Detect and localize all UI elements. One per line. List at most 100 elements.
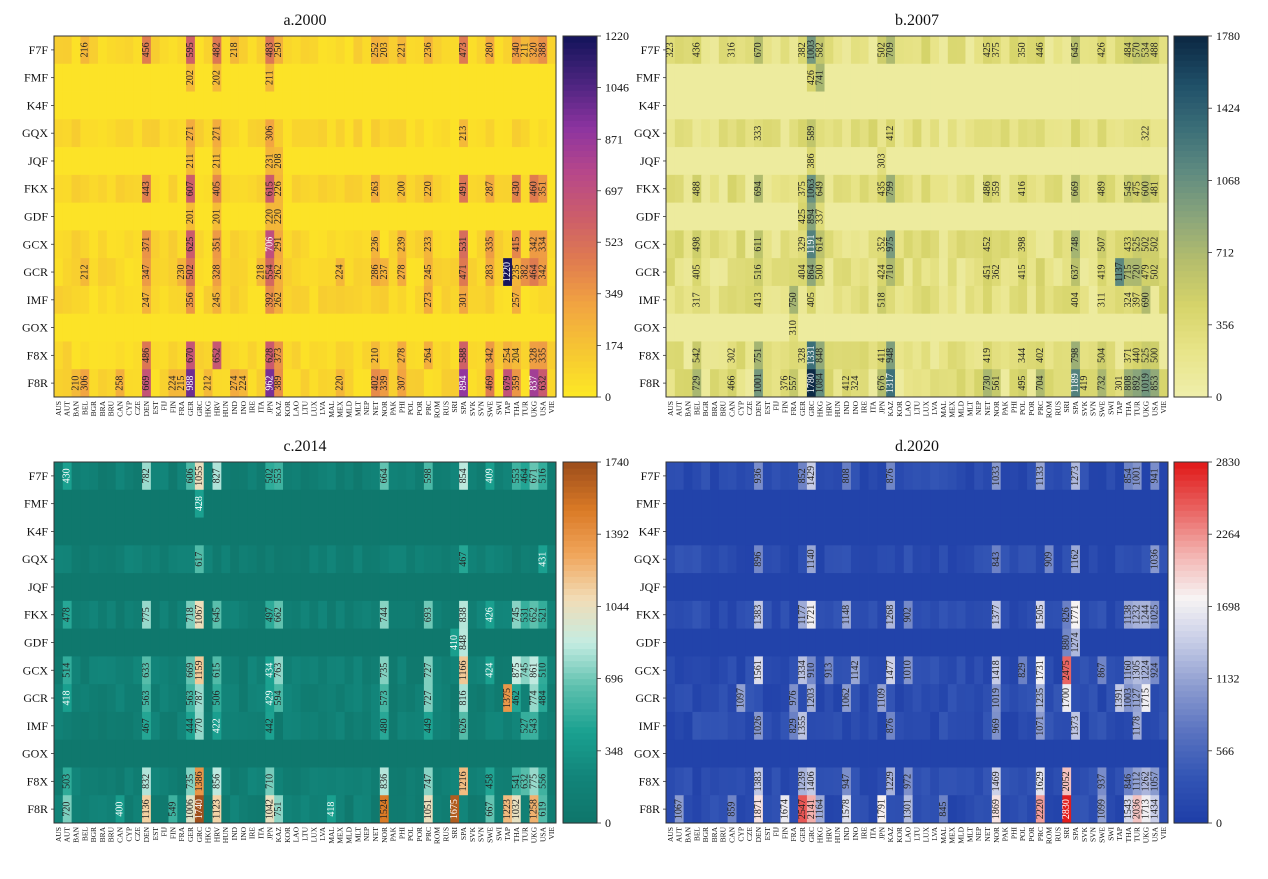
heatmap-cell [256, 230, 266, 259]
colorbar-swatch [563, 780, 597, 788]
heatmap-cell [798, 36, 808, 65]
heatmap-cell [771, 517, 781, 546]
heatmap-cell [1150, 369, 1160, 398]
colorbar-swatch [563, 480, 597, 487]
heatmap-cell [974, 119, 984, 148]
heatmap-cell [842, 600, 852, 630]
heatmap-cell [1106, 230, 1116, 259]
heatmap-cell [780, 489, 790, 518]
heatmap-cell [71, 517, 81, 546]
column-tick-label: BGR [701, 827, 710, 842]
heatmap-cell [983, 545, 993, 574]
heatmap-cell [718, 462, 729, 491]
colorbar-swatch [563, 492, 597, 499]
heatmap-cell [824, 285, 834, 315]
heatmap-cell [547, 202, 557, 231]
heatmap-cell [1141, 684, 1151, 713]
heatmap-cell [859, 795, 869, 824]
colorbar-swatch [563, 318, 597, 326]
heatmap-cell [54, 795, 64, 824]
heatmap-cell [406, 258, 416, 287]
heatmap-cell [335, 656, 346, 685]
cell-value-label: 625 [185, 237, 196, 252]
heatmap-cell [203, 63, 213, 92]
cell-value-label: 504 [1096, 348, 1107, 363]
heatmap-cell [894, 767, 905, 796]
heatmap-cell [168, 684, 178, 713]
heatmap-cell [485, 600, 495, 630]
colorbar-swatch [563, 576, 597, 583]
heatmap-cell [159, 656, 169, 685]
cell-value-label: 483 [264, 42, 275, 57]
heatmap-cell [674, 517, 685, 546]
heatmap-cell [1018, 739, 1028, 768]
heatmap-cell [780, 545, 790, 574]
cell-value-label: 352 [876, 237, 887, 252]
heatmap-cell [692, 313, 702, 342]
heatmap-cell [133, 489, 143, 518]
heatmap-cell [441, 174, 451, 204]
heatmap-cell [1079, 119, 1090, 148]
heatmap-cell [150, 573, 161, 602]
cell-value-label: 947 [841, 774, 852, 789]
heatmap-cell [692, 230, 702, 259]
heatmap-cell [1071, 174, 1081, 204]
heatmap-cell [754, 119, 764, 148]
heatmap-cell [754, 63, 764, 92]
heatmap-cell [89, 628, 99, 657]
heatmap-cell [318, 739, 328, 768]
heatmap-cell [203, 656, 213, 685]
heatmap-cell [956, 258, 966, 287]
heatmap-cell [529, 517, 539, 546]
heatmap-cell [1000, 489, 1010, 518]
heatmap-cell [238, 258, 249, 287]
heatmap-cell [450, 230, 460, 259]
heatmap-cell [956, 600, 966, 630]
heatmap-cell [80, 174, 90, 204]
heatmap-cell [798, 147, 808, 176]
heatmap-cell [1071, 36, 1081, 65]
heatmap-cell [247, 147, 257, 176]
heatmap-cell [1035, 285, 1046, 315]
heatmap-cell [54, 258, 64, 287]
heatmap-cell [983, 341, 993, 370]
cell-value-label: 853 [1149, 376, 1160, 391]
heatmap-cell [1053, 684, 1063, 713]
cell-value-label: 829 [1017, 663, 1028, 678]
heatmap-cell [159, 739, 169, 768]
cell-value-label: 679 [502, 376, 513, 391]
cell-value-label: 720 [1132, 265, 1143, 280]
heatmap-cell [238, 341, 249, 370]
heatmap-cell [362, 230, 372, 259]
heatmap-cell [1079, 63, 1090, 92]
heatmap-cell [212, 91, 222, 120]
heatmap-cell [327, 230, 337, 259]
heatmap-cell [674, 369, 685, 398]
heatmap-cell [1123, 462, 1134, 491]
heatmap-cell [754, 462, 764, 491]
heatmap-cell [168, 285, 178, 315]
heatmap-cell [54, 656, 64, 685]
heatmap-cell [98, 202, 108, 231]
heatmap-cell [683, 545, 693, 574]
cell-value-label: 481 [1149, 181, 1160, 196]
cell-value-label: 428 [194, 496, 205, 511]
cell-value-label: 1003 [1123, 688, 1134, 708]
cell-value-label: 514 [62, 663, 73, 678]
heatmap-cell [1009, 628, 1019, 657]
heatmap-cell [362, 628, 372, 657]
heatmap-cell [230, 369, 240, 398]
colorbar-swatch [563, 474, 597, 481]
heatmap-cell [221, 739, 231, 768]
heatmap-cell [282, 600, 293, 630]
heatmap-cell [886, 36, 896, 65]
heatmap-cell [903, 202, 913, 231]
heatmap-cell [1062, 656, 1072, 685]
heatmap-cell [1079, 369, 1090, 398]
heatmap-cell [833, 628, 843, 657]
colorbar-frame [562, 461, 598, 824]
cell-value-label: 848 [815, 348, 826, 363]
cell-value-label: 1232 [1132, 605, 1143, 625]
heatmap-cell [256, 573, 266, 602]
